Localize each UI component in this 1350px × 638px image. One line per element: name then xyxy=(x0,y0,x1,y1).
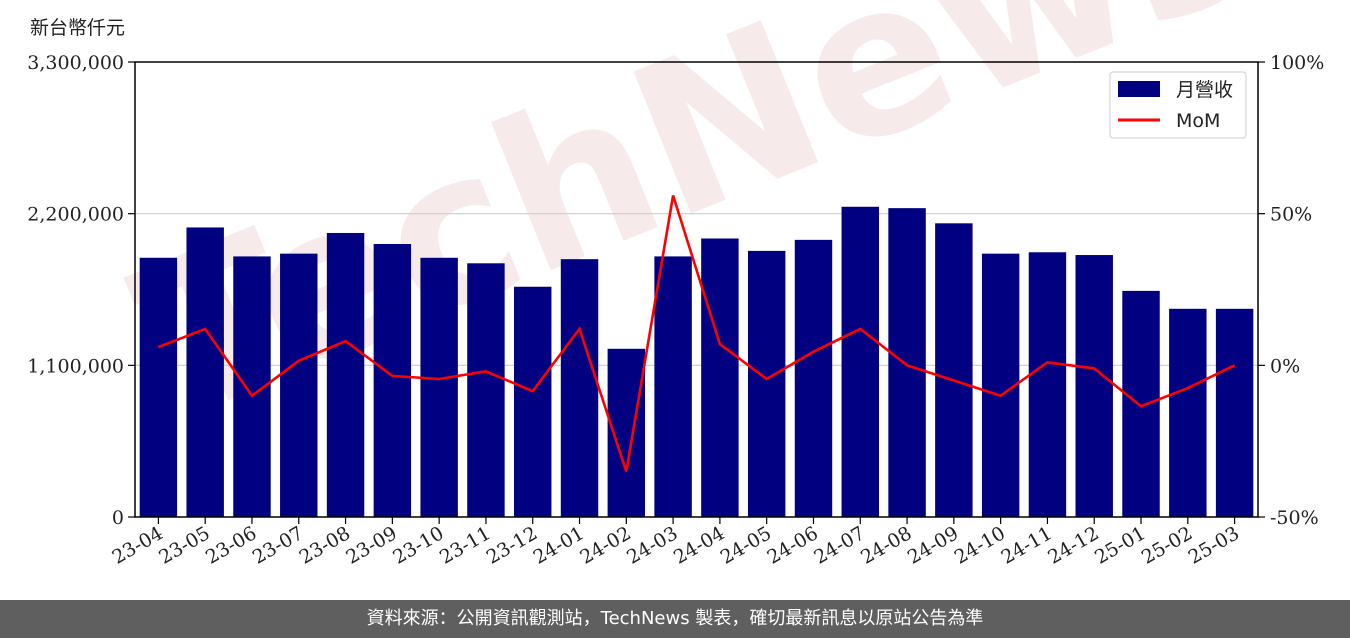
source-footer: 資料來源：公開資訊觀測站，TechNews 製表，確切最新訊息以原站公告為準 xyxy=(0,600,1350,638)
y-axis-right: -50% 0% 50% 100% xyxy=(1258,52,1324,529)
revenue-bar xyxy=(1215,308,1254,517)
revenue-bar xyxy=(560,259,599,517)
revenue-bar xyxy=(1028,252,1067,518)
mom-line xyxy=(157,195,1236,472)
x-axis: 23-0423-0523-0623-0723-0823-0923-1023-11… xyxy=(108,517,1243,569)
legend: 月營收 MoM xyxy=(1109,71,1247,139)
x-tick-label: 23-12 xyxy=(483,522,541,568)
y-axis-left: 0 1,100,000 2,200,000 3,300,000 xyxy=(27,52,135,529)
y-tick-label: 2,200,000 xyxy=(27,204,124,226)
x-tick-label: 23-06 xyxy=(202,522,260,568)
x-tick-label: 23-09 xyxy=(342,522,400,568)
revenue-bar xyxy=(1169,308,1207,517)
plot-frame xyxy=(134,61,1259,518)
revenue-bar xyxy=(514,286,552,517)
revenue-bar xyxy=(139,257,178,517)
x-tick-label: 24-11 xyxy=(997,522,1055,568)
revenue-bar xyxy=(841,206,879,518)
x-tick-label: 25-02 xyxy=(1138,522,1196,568)
x-tick-label: 24-09 xyxy=(904,522,962,568)
x-tick-label: 24-03 xyxy=(623,522,681,568)
revenue-bar xyxy=(420,257,458,517)
revenue-bar xyxy=(935,223,973,517)
x-tick-label: 25-03 xyxy=(1185,522,1243,568)
revenue-bar xyxy=(701,238,739,517)
x-tick-label: 24-04 xyxy=(670,522,728,568)
legend-label-mom: MoM xyxy=(1176,110,1220,132)
x-tick-label: 23-11 xyxy=(436,522,494,568)
y-tick-label: 1,100,000 xyxy=(27,355,124,377)
y-tick-label: 0 xyxy=(112,507,124,529)
revenue-bar xyxy=(794,239,833,517)
revenue-bar xyxy=(326,232,365,517)
revenue-bar xyxy=(186,227,224,518)
x-tick-label: 24-12 xyxy=(1044,522,1102,568)
x-tick-label: 24-01 xyxy=(530,522,588,568)
x-tick-label: 24-05 xyxy=(717,522,775,568)
revenue-bar xyxy=(654,256,692,517)
revenue-bar xyxy=(747,250,786,518)
legend-label-revenue: 月營收 xyxy=(1176,79,1233,101)
y2-tick-label: 0% xyxy=(1270,355,1300,377)
revenue-bar xyxy=(888,208,926,517)
revenue-bar xyxy=(467,263,505,517)
chart: TechNews 新台幣仟元 01,100,0002,200,0003,300,… xyxy=(27,0,1324,569)
x-tick-label: 23-10 xyxy=(389,522,447,568)
x-tick-label: 24-10 xyxy=(951,522,1009,568)
revenue-bar xyxy=(1075,255,1113,517)
revenue-bar xyxy=(1122,290,1160,517)
y2-tick-label: -50% xyxy=(1270,507,1319,529)
revenue-bar xyxy=(373,244,412,517)
x-tick-label: 23-04 xyxy=(108,522,166,568)
x-tick-label: 24-08 xyxy=(857,522,915,568)
x-tick-label: 23-05 xyxy=(155,522,213,568)
y-tick-label: 3,300,000 xyxy=(27,52,124,74)
x-tick-label: 24-06 xyxy=(764,522,822,568)
y-axis-unit-label: 新台幣仟元 xyxy=(30,17,125,39)
y2-tick-label: 50% xyxy=(1270,204,1312,226)
legend-bar-swatch xyxy=(1118,81,1160,97)
x-tick-label: 25-01 xyxy=(1091,522,1149,568)
x-tick-label: 23-07 xyxy=(249,522,307,568)
revenue-bar xyxy=(280,253,318,517)
bar-series xyxy=(139,206,1254,518)
x-tick-label: 23-08 xyxy=(296,522,354,568)
y2-tick-label: 100% xyxy=(1270,52,1324,74)
x-tick-label: 24-07 xyxy=(810,522,868,568)
x-tick-label: 24-02 xyxy=(576,522,634,568)
